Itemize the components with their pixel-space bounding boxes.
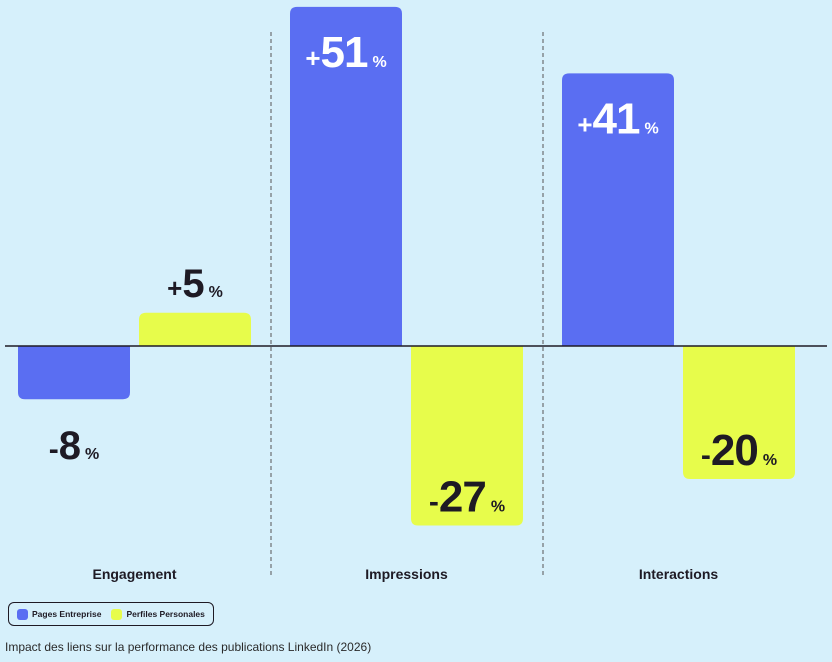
bar-engagement-perfiles-personales (139, 312, 251, 346)
value-label-impressions-pages-entreprise: +51% (305, 28, 386, 77)
category-label-impressions: Impressions (365, 566, 448, 582)
value-label-engagement-pages-entreprise: -8% (49, 424, 99, 468)
value-label-engagement-perfiles-personales: +5% (167, 262, 223, 306)
category-label-engagement: Engagement (92, 566, 176, 582)
legend-item-perfiles-personales: Perfiles Personales (111, 608, 205, 620)
value-label-interactions-perfiles-personales: -20% (701, 426, 777, 475)
value-labels: -8 % +5 % +51 % -27 % +41 % -20% (49, 28, 777, 522)
legend-label-perfiles-personales: Perfiles Personales (126, 609, 205, 619)
bar-interactions-pages-entreprise (562, 73, 674, 346)
bar-engagement-pages-entreprise (18, 346, 130, 400)
bar-impressions-perfiles-personales (411, 346, 523, 526)
bar-interactions-perfiles-personales (683, 346, 795, 479)
value-label-impressions-perfiles-personales: -27% (429, 473, 505, 522)
bar-impressions-pages-entreprise (290, 6, 402, 346)
legend-label-pages-entreprise: Pages Entreprise (32, 609, 102, 619)
legend-swatch-pages-entreprise (17, 608, 28, 620)
group-separators (270, 32, 544, 578)
legend-swatch-perfiles-personales (111, 608, 123, 620)
bars (18, 6, 795, 526)
category-label-interactions: Interactions (639, 566, 719, 582)
chart-caption: Impact des liens sur la performance des … (5, 640, 372, 654)
bar-chart: -8 % +5 % +51 % -27 % +41 % -20% Engagement Impress… (5, 6, 827, 582)
category-labels: Engagement Impressions Interactions (92, 566, 718, 582)
legend-item-pages-entreprise: Pages Entreprise (17, 608, 102, 620)
value-label-interactions-pages-entreprise: +41% (577, 94, 658, 143)
legend: Pages Entreprise Perfiles Personales (8, 602, 214, 626)
